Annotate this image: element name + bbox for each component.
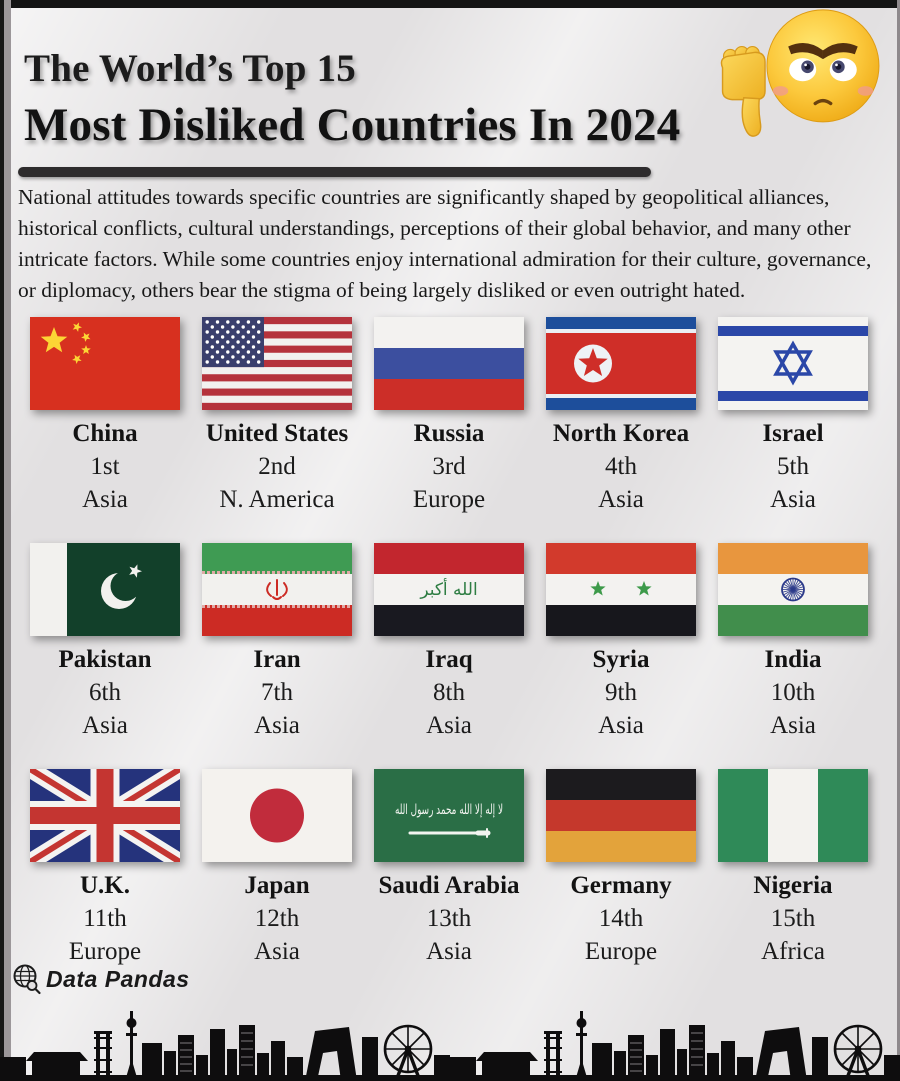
country-continent: Asia <box>254 712 300 739</box>
footer: Data Pandas <box>12 963 190 995</box>
north-korea-flag <box>546 317 696 410</box>
country-rank: 3rd <box>432 453 466 480</box>
country-card: U.K. 11th Europe <box>30 769 180 968</box>
country-name: China <box>72 420 138 447</box>
syria-flag <box>546 543 696 636</box>
angry-face-icon <box>766 9 880 123</box>
country-rank: 6th <box>89 679 121 706</box>
country-card: China 1st Asia <box>30 317 180 516</box>
country-name: Nigeria <box>753 872 833 899</box>
country-continent: N. America <box>219 486 335 513</box>
country-card: Israel 5th Asia <box>718 317 868 516</box>
brand-name: Data Pandas <box>46 965 190 992</box>
svg-text:الله أكبر: الله أكبر <box>419 578 477 600</box>
united-states-flag <box>202 317 352 410</box>
country-continent: Asia <box>82 712 128 739</box>
pakistan-flag <box>30 543 180 636</box>
thumbs-down-icon <box>720 45 766 137</box>
country-continent: Asia <box>254 938 300 965</box>
country-card: United States 2nd N. America <box>202 317 352 516</box>
city-skyline <box>0 1009 900 1081</box>
germany-flag <box>546 769 696 862</box>
country-name: Saudi Arabia <box>378 872 520 899</box>
photo-edge-left <box>0 0 4 1081</box>
country-rank: 7th <box>261 679 293 706</box>
country-rank: 8th <box>433 679 465 706</box>
svg-text:لا إله إلا الله محمد رسول الله: لا إله إلا الله محمد رسول الله <box>395 802 503 818</box>
title-line-2: Most Disliked Countries In 2024 <box>24 99 681 151</box>
iraq-flag: الله أكبر <box>374 543 524 636</box>
country-name: Germany <box>570 872 672 899</box>
country-rank: 15th <box>770 905 816 932</box>
israel-flag <box>718 317 868 410</box>
intro-paragraph: National attitudes towards specific coun… <box>18 185 872 302</box>
country-rank: 9th <box>605 679 637 706</box>
country-rank: 1st <box>90 453 120 480</box>
country-continent: Asia <box>426 938 472 965</box>
title-underline <box>18 167 651 177</box>
globe-magnifier-icon <box>12 963 42 995</box>
country-name: Syria <box>592 646 650 673</box>
emoji-graphic <box>720 9 880 137</box>
uk-flag <box>30 769 180 862</box>
china-flag <box>30 317 180 410</box>
country-continent: Asia <box>426 712 472 739</box>
country-name: Japan <box>244 872 310 899</box>
country-card: Syria 9th Asia <box>546 543 696 742</box>
country-card: Japan 12th Asia <box>202 769 352 968</box>
country-name: India <box>764 646 822 673</box>
country-continent: Africa <box>761 938 825 965</box>
country-continent: Europe <box>584 938 658 965</box>
saudi-arabia-flag: لا إله إلا الله محمد رسول الله <box>374 769 524 862</box>
country-name: U.K. <box>80 872 130 899</box>
india-flag <box>718 543 868 636</box>
countries-grid: China 1st Asia United States 2nd N. Amer… <box>30 317 870 968</box>
country-rank: 11th <box>83 905 127 932</box>
title-line-1: The World’s Top 15 <box>24 47 356 90</box>
russia-flag <box>374 317 524 410</box>
photo-edge-right <box>897 0 900 1081</box>
country-continent: Asia <box>598 712 644 739</box>
country-rank: 14th <box>598 905 644 932</box>
country-card: Nigeria 15th Africa <box>718 769 868 968</box>
country-card: India 10th Asia <box>718 543 868 742</box>
country-continent: Asia <box>82 486 128 513</box>
country-continent: Asia <box>770 712 816 739</box>
country-card: Germany 14th Europe <box>546 769 696 968</box>
country-card: الله أكبر Iraq 8th Asia <box>374 543 524 742</box>
country-name: North Korea <box>552 420 690 447</box>
country-name: Iran <box>253 646 301 673</box>
nigeria-flag <box>718 769 868 862</box>
japan-flag <box>202 769 352 862</box>
country-card: Pakistan 6th Asia <box>30 543 180 742</box>
country-card: North Korea 4th Asia <box>546 317 696 516</box>
country-rank: 4th <box>605 453 637 480</box>
country-name: United States <box>205 420 349 447</box>
country-continent: Asia <box>770 486 816 513</box>
angry-face-thumbs-down-emoji <box>698 6 890 146</box>
country-rank: 5th <box>777 453 809 480</box>
iran-flag <box>202 543 352 636</box>
country-continent: Europe <box>412 486 486 513</box>
country-continent: Europe <box>68 938 142 965</box>
country-rank: 10th <box>770 679 816 706</box>
country-rank: 13th <box>426 905 472 932</box>
country-card: Russia 3rd Europe <box>374 317 524 516</box>
country-name: Israel <box>762 420 824 447</box>
country-name: Pakistan <box>58 646 152 673</box>
country-card: لا إله إلا الله محمد رسول الله Saudi Ara… <box>374 769 524 968</box>
country-name: Russia <box>413 420 485 447</box>
country-name: Iraq <box>425 646 473 673</box>
country-rank: 2nd <box>258 453 296 480</box>
photo-edge-left-gray <box>4 0 11 1081</box>
country-card: Iran 7th Asia <box>202 543 352 742</box>
country-continent: Asia <box>598 486 644 513</box>
photo-edge-top <box>0 0 900 8</box>
country-rank: 12th <box>254 905 300 932</box>
